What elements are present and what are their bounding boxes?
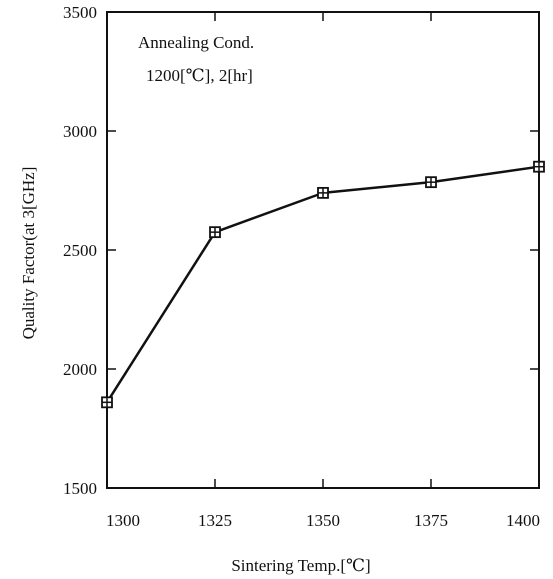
data-point-marker: [209, 226, 221, 239]
series-line: [105, 165, 540, 403]
data-point-marker: [425, 176, 437, 189]
x-tick-label: 1325: [198, 511, 232, 530]
y-tick-label: 2000: [63, 360, 97, 379]
series-layer: [101, 160, 545, 409]
x-axis-label: Sintering Temp.[℃]: [231, 556, 370, 575]
x-axis-ticks: 1300 1325 1350 1375 1400: [106, 12, 540, 530]
x-tick-label: 1375: [414, 511, 448, 530]
y-tick-label: 1500: [63, 479, 97, 498]
x-tick-label: 1350: [306, 511, 340, 530]
x-tick-label: 1400: [506, 511, 540, 530]
annotation-line-1: Annealing Cond.: [138, 33, 254, 52]
x-tick-label: 1300: [106, 511, 140, 530]
y-axis-label: Quality Factor(at 3[GHz]: [19, 167, 38, 340]
data-point-marker: [101, 396, 113, 409]
y-tick-label: 2500: [63, 241, 97, 260]
y-tick-label: 3000: [63, 122, 97, 141]
annotation-line-2: 1200[℃], 2[hr]: [146, 66, 253, 85]
data-point-marker: [317, 186, 329, 199]
y-axis-ticks: 1500 2000 2500 3000 3500: [63, 3, 539, 498]
data-point-marker: [533, 160, 545, 173]
y-tick-label: 3500: [63, 3, 97, 22]
